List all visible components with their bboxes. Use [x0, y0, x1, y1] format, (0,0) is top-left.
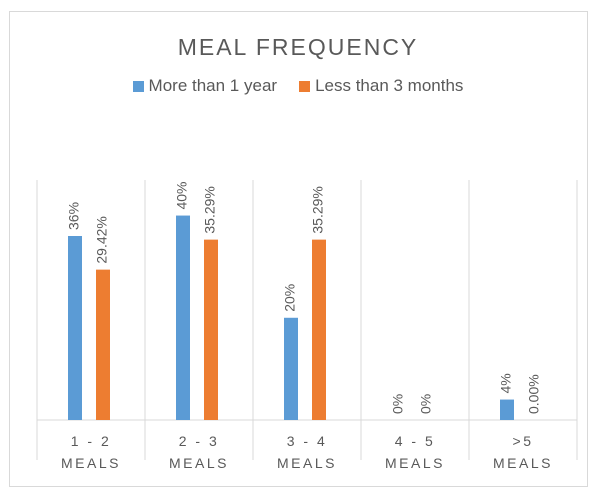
bar: [176, 215, 190, 420]
legend-swatch: [132, 80, 144, 92]
value-label: 35.29%: [310, 186, 326, 233]
x-tick-label: 1 - 2 MEALS: [61, 433, 121, 471]
value-label: 35.29%: [202, 186, 218, 233]
value-label: 40%: [174, 182, 190, 210]
chart-border: [9, 11, 588, 487]
legend-item: Less than 3 months: [299, 76, 463, 96]
legend-swatch: [299, 80, 311, 92]
bar: [68, 236, 82, 420]
value-label: 0%: [390, 394, 406, 414]
legend-label: More than 1 year: [148, 76, 278, 95]
chart-title: MEAL FREQUENCY: [177, 34, 419, 60]
bar: [312, 239, 326, 420]
bar: [284, 317, 298, 420]
bar: [500, 399, 514, 420]
x-tick-label: >5 MEALS: [493, 433, 553, 471]
legend-item: More than 1 year: [132, 76, 278, 96]
legend: More than 1 year Less than 3 months: [0, 76, 596, 96]
bar: [96, 269, 110, 420]
x-tick-label: 3 - 4 MEALS: [277, 433, 337, 471]
value-label: 29.42%: [94, 216, 110, 263]
value-label: 4%: [498, 373, 514, 393]
bar: [204, 239, 218, 420]
legend-label: Less than 3 months: [315, 76, 464, 95]
value-label: 36%: [66, 202, 82, 230]
x-tick-label: 2 - 3 MEALS: [169, 433, 229, 471]
value-label: 20%: [282, 284, 298, 312]
value-label: 0%: [418, 394, 434, 414]
value-label: 0.00%: [526, 374, 542, 414]
x-tick-label: 4 - 5 MEALS: [385, 433, 445, 471]
